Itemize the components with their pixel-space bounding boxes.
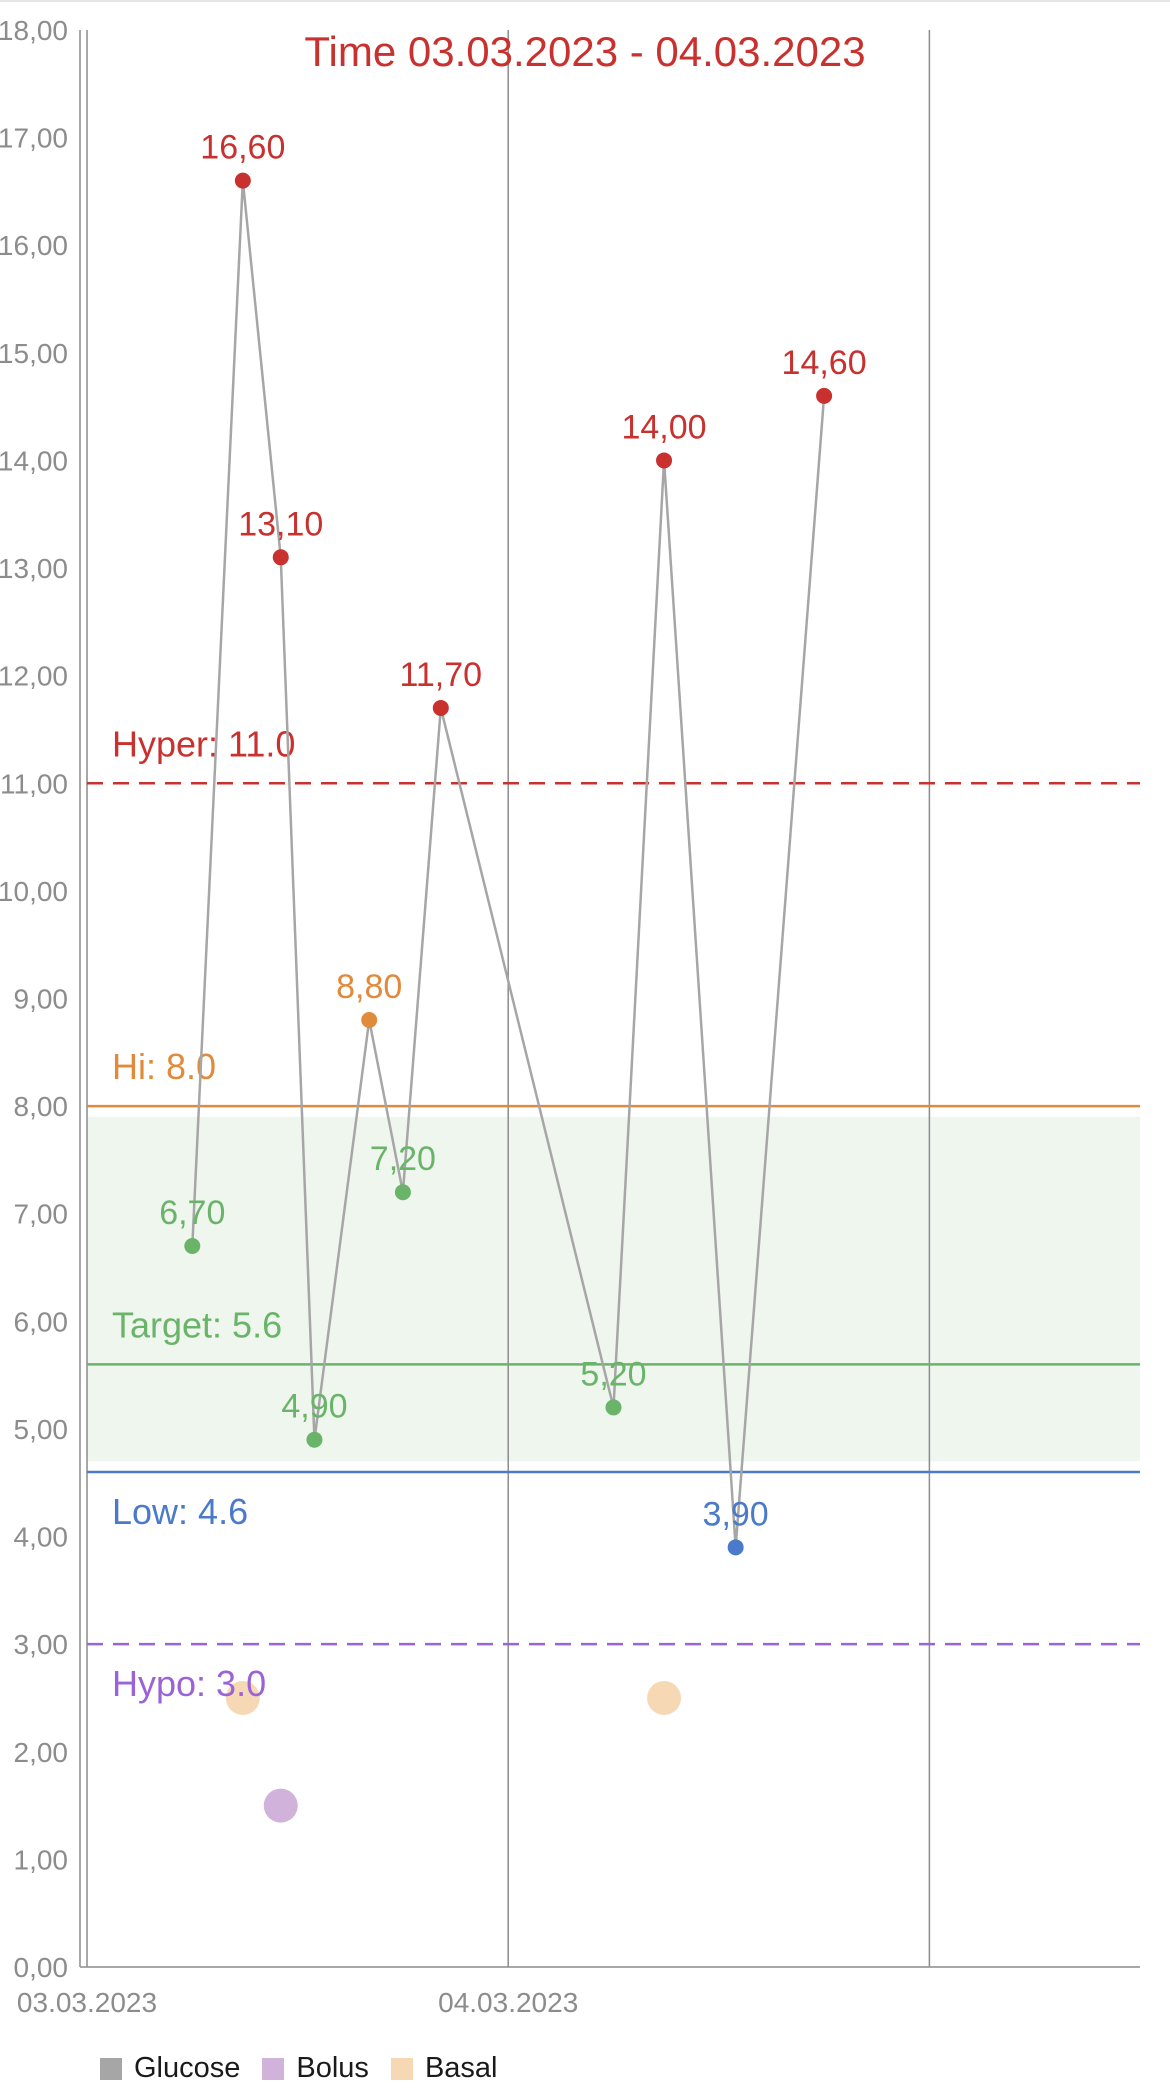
glucose-point-1 (234, 172, 251, 189)
y-tick-label-10: 10,00 (0, 876, 68, 907)
threshold-label-1: Hi: 8.0 (112, 1046, 216, 1087)
glucose-point-label-9: 3,90 (703, 1495, 769, 1533)
y-tick-label-9: 9,00 (14, 984, 69, 1015)
legend-item-glucose: Glucose (100, 2052, 240, 2085)
glucose-point-0 (184, 1238, 201, 1255)
glucose-point-label-2: 13,10 (238, 505, 323, 543)
x-tick-label-0: 03.03.2023 (17, 1987, 157, 2018)
glucose-point-3 (306, 1431, 323, 1448)
y-tick-label-5: 5,00 (14, 1414, 69, 1445)
glucose-point-label-5: 7,20 (370, 1140, 436, 1178)
legend-swatch-bolus (262, 2057, 285, 2080)
y-tick-label-2: 2,00 (14, 1737, 69, 1768)
y-tick-label-7: 7,00 (14, 1199, 69, 1230)
y-tick-label-17: 17,00 (0, 123, 68, 154)
glucose-point-2 (272, 549, 289, 566)
threshold-label-2: Target: 5.6 (112, 1304, 282, 1345)
chart-title: Time 03.03.2023 - 04.03.2023 (304, 28, 865, 75)
legend-item-basal: Basal (390, 2052, 498, 2085)
bolus-marker-0 (263, 1788, 298, 1823)
threshold-label-3: Low: 4.6 (112, 1491, 248, 1532)
glucose-point-10 (816, 387, 833, 404)
x-tick-label-1: 04.03.2023 (438, 1987, 578, 2018)
y-tick-label-14: 14,00 (0, 445, 68, 476)
glucose-point-7 (605, 1399, 622, 1416)
legend-item-bolus: Bolus (262, 2052, 369, 2085)
glucose-point-label-8: 14,00 (621, 408, 706, 446)
y-tick-label-1: 1,00 (14, 1844, 69, 1875)
glucose-point-label-3: 4,90 (281, 1388, 347, 1426)
y-tick-label-3: 3,00 (14, 1629, 69, 1660)
glucose-point-6 (432, 699, 449, 716)
glucose-point-5 (394, 1184, 411, 1201)
y-tick-label-11: 11,00 (0, 768, 68, 799)
glucose-point-9 (727, 1539, 744, 1556)
glucose-point-label-10: 14,60 (782, 344, 867, 382)
y-tick-label-15: 15,00 (0, 338, 68, 369)
y-tick-label-18: 18,00 (0, 15, 68, 46)
glucose-point-label-0: 6,70 (159, 1194, 225, 1232)
top-divider (0, 0, 1170, 2)
glucose-point-label-6: 11,70 (400, 656, 483, 694)
glucose-point-4 (361, 1012, 378, 1029)
threshold-label-0: Hyper: 11.0 (112, 723, 295, 764)
y-tick-label-13: 13,00 (0, 553, 68, 584)
glucose-point-label-1: 16,60 (200, 129, 285, 167)
legend-label-bolus: Bolus (296, 2052, 369, 2084)
y-tick-label-4: 4,00 (14, 1522, 69, 1553)
glucose-chart: 0,00 1,00 2,00 3,00 4,00 5,00 6,00 7,00 8,00 9,00… (0, 15, 1140, 2018)
legend: Glucose Bolus Basal (100, 2052, 497, 2085)
glucose-point-8 (656, 452, 673, 469)
basal-marker-1 (647, 1680, 682, 1715)
glucose-point-label-7: 5,20 (580, 1355, 646, 1393)
y-tick-label-8: 8,00 (14, 1091, 69, 1122)
legend-label-glucose: Glucose (134, 2052, 241, 2084)
y-tick-label-12: 12,00 (0, 661, 68, 692)
legend-swatch-basal (390, 2057, 413, 2080)
y-tick-label-16: 16,00 (0, 230, 68, 261)
threshold-label-4: Hypo: 3.0 (112, 1663, 266, 1704)
y-tick-label-0: 0,00 (14, 1952, 69, 1983)
y-tick-label-6: 6,00 (14, 1306, 69, 1337)
glucose-point-label-4: 8,80 (336, 968, 402, 1006)
basal-marker-0 (225, 1680, 260, 1715)
legend-swatch-glucose (100, 2057, 122, 2080)
legend-label-basal: Basal (424, 2052, 498, 2084)
